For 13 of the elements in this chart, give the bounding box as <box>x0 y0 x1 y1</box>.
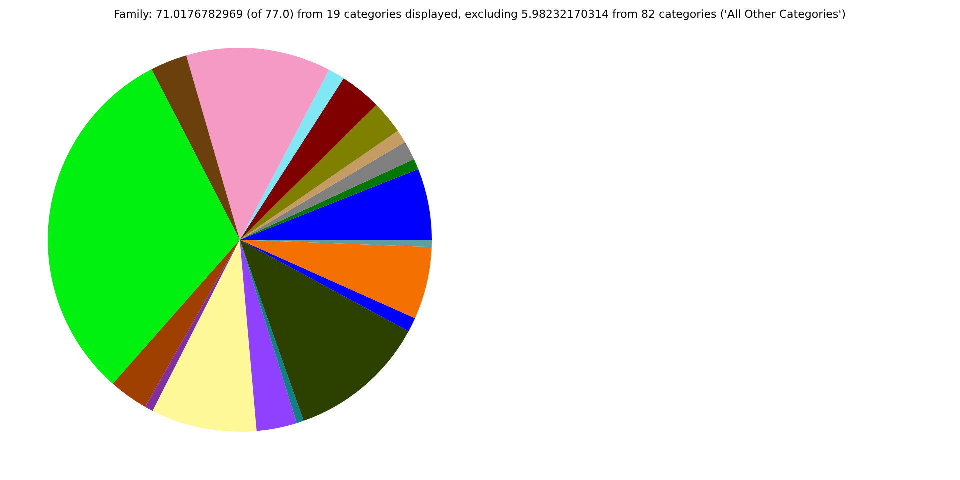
pie-slice <box>113 240 240 408</box>
pie-slice <box>186 48 330 240</box>
pie-slice <box>240 240 409 422</box>
pie-slice <box>145 240 240 412</box>
pie-slice <box>240 240 432 318</box>
pie-slice <box>152 240 257 432</box>
pie-slice <box>240 159 419 240</box>
pie-slice <box>240 78 377 240</box>
pie-slice <box>48 69 240 384</box>
pie-slice <box>240 105 398 240</box>
pie-slice <box>152 56 240 240</box>
pie-slice <box>240 70 344 240</box>
text: Family: 71.0176782969 (of 77.0) from 19 categories displayed, excluding 5.98232170314 from 82 categories ('All Other Categories') <box>114 8 846 21</box>
